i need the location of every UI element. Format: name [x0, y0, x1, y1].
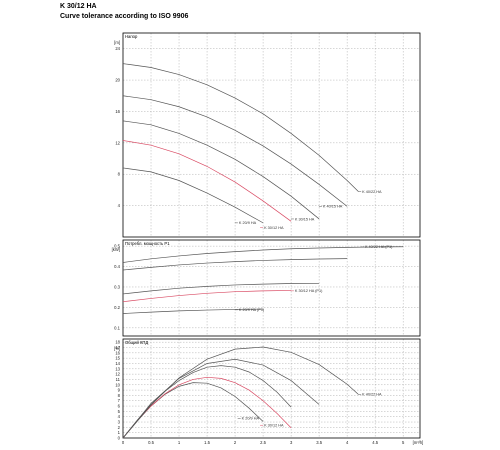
power-panel-title: Потребл. мощность P1	[125, 241, 170, 246]
efficiency-ytick-label: 10	[115, 382, 120, 387]
power-ytick-label: 0.3	[114, 284, 120, 289]
efficiency-ytick-label: 13	[115, 366, 120, 371]
efficiency-curve-label: K 30/12 HA	[264, 424, 284, 428]
efficiency-ytick-label: 4	[118, 414, 121, 419]
efficiency-ytick-label: 18	[115, 340, 120, 345]
efficiency-xtick-label: 2.5	[260, 440, 266, 445]
power-series-line	[122, 290, 292, 303]
power-ytick-label: 0.2	[114, 305, 120, 310]
chart-title: K 30/12 HA	[60, 3, 97, 10]
efficiency-ytick-label: 0	[118, 436, 121, 441]
power-curve-label: K 40/22 HA (P1)	[365, 245, 393, 249]
chart-subtitle: Curve tolerance according to ISO 9906	[60, 13, 189, 20]
efficiency-ytick-label: 1	[118, 430, 121, 435]
power-curve-label: K 20/9 HA (P1)	[239, 308, 265, 312]
power-ytick-label: 0.5	[114, 244, 120, 249]
efficiency-xtick-label: 5	[402, 440, 405, 445]
head-series-line	[122, 140, 292, 222]
efficiency-plot-frame	[122, 338, 421, 439]
head-curve-label: K 40/15 HA	[323, 205, 343, 209]
power-ytick-label: 0.4	[114, 264, 120, 269]
head-ytick-label: 16	[115, 109, 120, 114]
head-panel: 4 8 12 16 20 24 Напор [m] K 20/9 HA K 30/12 HA K 3…	[114, 32, 421, 238]
head-curve-label: K 30/12 HA	[264, 226, 284, 230]
efficiency-ytick-label: 5	[118, 409, 121, 414]
efficiency-series-line	[122, 346, 359, 439]
efficiency-xtick-label: 1.5	[204, 440, 210, 445]
head-ytick-label: 12	[115, 140, 120, 145]
efficiency-xtick-label: 2	[234, 440, 237, 445]
efficiency-series-line	[122, 376, 292, 439]
head-curve-label: K 20/9 HA	[239, 221, 257, 225]
efficiency-ytick-label: 9	[118, 388, 121, 393]
power-curve-label: K 30/12 HA (P1)	[295, 289, 323, 293]
efficiency-ytick-label: 7	[118, 398, 121, 403]
efficiency-ytick-label: 17	[115, 345, 120, 350]
head-plot-frame	[122, 32, 421, 238]
efficiency-panel-title: Общий КПД	[125, 340, 148, 345]
efficiency-ytick-label: 14	[115, 361, 120, 366]
head-ytick-label: 20	[115, 78, 120, 83]
head-ytick-label: 24	[115, 46, 120, 51]
efficiency-xtick-label: 0.5	[148, 440, 154, 445]
power-series-line	[122, 246, 404, 263]
power-ytick-label: 0.1	[114, 325, 120, 330]
efficiency-series-line	[122, 358, 320, 439]
efficiency-series-line	[122, 365, 292, 439]
efficiency-xtick-label: 3.5	[316, 440, 322, 445]
efficiency-y-unit-label: [%]	[114, 346, 120, 351]
efficiency-ytick-label: 8	[118, 393, 121, 398]
power-series-line	[122, 258, 348, 271]
efficiency-ytick-label: 15	[115, 356, 120, 361]
head-y-unit-label: [m]	[114, 40, 120, 45]
efficiency-ytick-label: 3	[118, 420, 121, 425]
efficiency-ytick-label: 16	[115, 350, 120, 355]
head-ytick-label: 4	[118, 203, 121, 208]
efficiency-ytick-label: 11	[116, 377, 121, 382]
head-ytick-label: 8	[118, 172, 121, 177]
head-series-line	[122, 167, 264, 224]
efficiency-xtick-label: 4.5	[372, 440, 378, 445]
power-series-line	[122, 282, 320, 295]
power-y-unit-label: [kW]	[112, 247, 120, 252]
power-series-line	[122, 308, 264, 314]
efficiency-x-axis-label: [m³/h]	[413, 440, 424, 445]
efficiency-series-line	[122, 382, 264, 439]
head-series-line	[122, 120, 320, 220]
efficiency-xtick-label: 1	[178, 440, 181, 445]
efficiency-xtick-label: 3	[290, 440, 293, 445]
head-curve-label: K 40/22 HA	[362, 190, 382, 194]
power-panel: 0.1 0.2 0.3 0.4 0.5 Потребл. мощность P1 [kW] K…	[112, 239, 421, 337]
head-curve-label: K 30/15 HA	[295, 217, 315, 221]
efficiency-curve-label: K 40/22 HA	[362, 393, 382, 397]
head-panel-title: Напор	[125, 34, 138, 39]
efficiency-ytick-label: 12	[115, 372, 120, 377]
head-series-line	[122, 95, 348, 207]
efficiency-xtick-label: 0	[122, 440, 125, 445]
efficiency-curve-label: K 20/9 HA	[242, 417, 260, 421]
efficiency-ytick-label: 2	[118, 425, 121, 430]
head-series-line	[122, 63, 359, 192]
efficiency-ytick-label: 6	[118, 404, 121, 409]
power-plot-frame	[122, 239, 421, 337]
efficiency-xtick-label: 4	[346, 440, 349, 445]
